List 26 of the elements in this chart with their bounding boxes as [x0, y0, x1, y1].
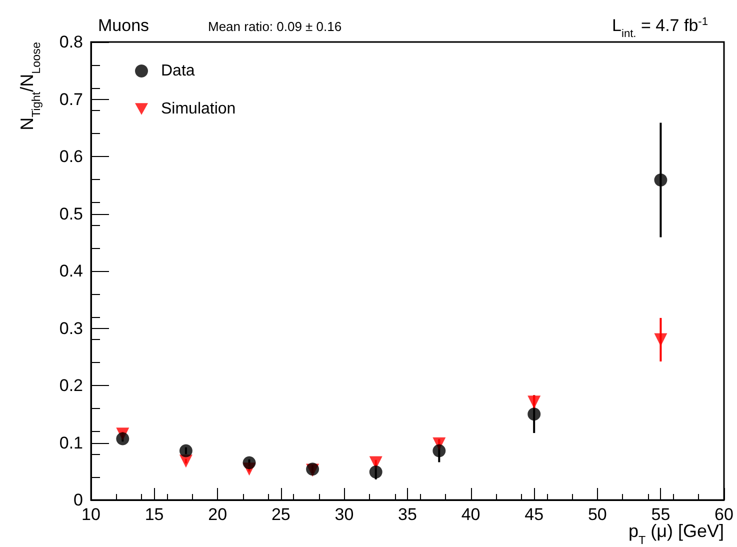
x-tick-label: 25 — [271, 505, 290, 524]
y-tick-label: 0.3 — [59, 318, 83, 338]
text: Muons — [98, 16, 150, 35]
x-tick-label: 55 — [651, 505, 670, 524]
y-tick-label: 0.7 — [59, 90, 83, 109]
legend-label: Simulation — [161, 100, 236, 118]
x-tick-label: 35 — [398, 505, 417, 524]
x-tick-label: 10 — [82, 505, 100, 524]
y-tick-label: 0.2 — [59, 376, 83, 395]
text: Mean ratio: 0.09 ± 0.16 — [208, 19, 342, 34]
y-tick-label: 0.5 — [59, 204, 83, 224]
x-tick-label: 40 — [461, 505, 480, 524]
text: L$_{int.}$ = 4.7 fb$^{-1}$ — [612, 16, 708, 40]
x-tick-label: 60 — [714, 505, 734, 524]
y-tick-label: 0.4 — [59, 262, 83, 280]
y-tick-label: 0.6 — [59, 147, 83, 166]
x-tick-label: 20 — [208, 505, 228, 524]
legend-label: Data — [161, 62, 195, 80]
y-tick-label: 0 — [74, 490, 83, 510]
x-tick-label: 30 — [334, 505, 354, 524]
x-tick-label: 15 — [144, 505, 164, 524]
y-tick-label: 0.1 — [59, 433, 83, 452]
y-tick-label: 0.8 — [59, 32, 83, 52]
x-axis-title: p$_{T}$ (μ) [GeV] — [628, 521, 724, 546]
x-tick-label: 50 — [588, 505, 607, 524]
x-tick-label: 45 — [524, 505, 544, 524]
